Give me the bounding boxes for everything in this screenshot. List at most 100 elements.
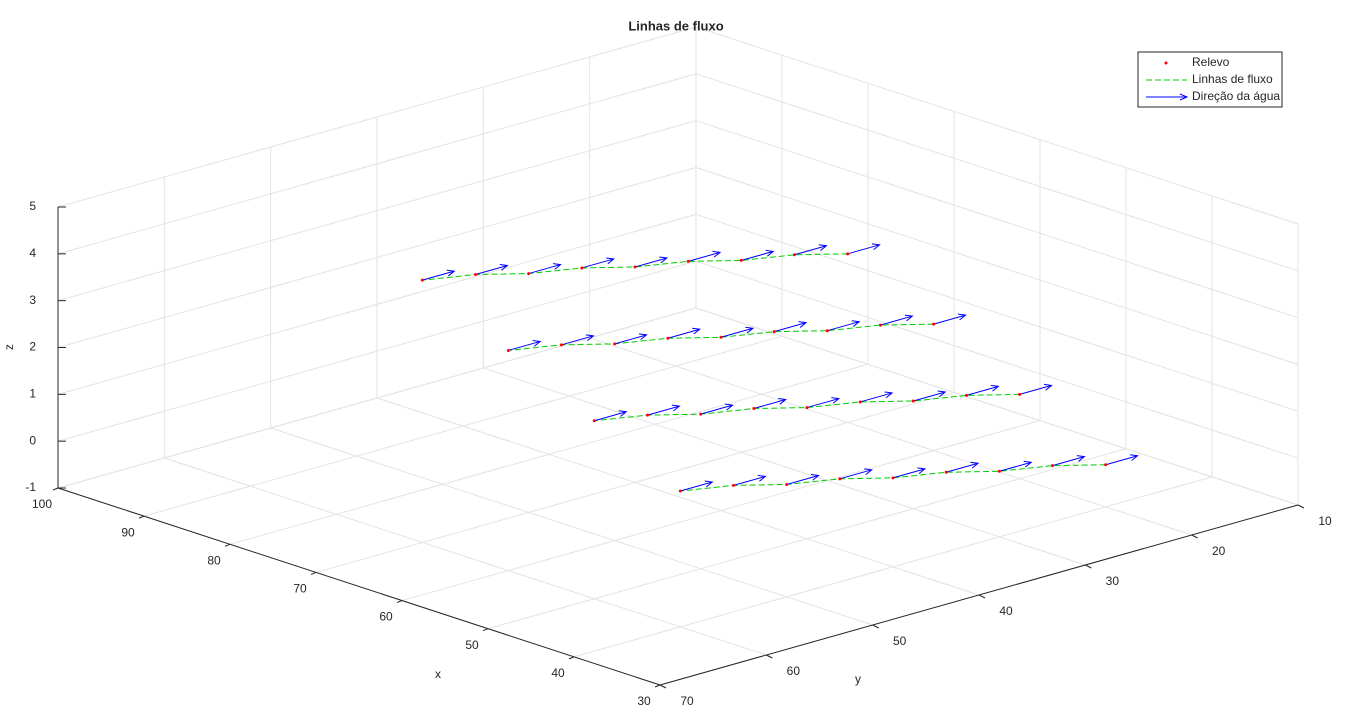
water-arrow bbox=[753, 398, 787, 410]
water-arrow bbox=[892, 467, 927, 479]
grid-line bbox=[164, 457, 767, 656]
water-arrow bbox=[680, 480, 714, 492]
z-tick-label: 3 bbox=[29, 293, 36, 307]
x-tick-label: 30 bbox=[637, 694, 651, 708]
water-arrow bbox=[786, 473, 820, 485]
water-arrow bbox=[720, 326, 755, 338]
grid-line bbox=[376, 397, 980, 596]
water-arrow bbox=[827, 320, 861, 332]
relief-point bbox=[785, 482, 789, 486]
relief-point bbox=[965, 393, 968, 397]
grid-line bbox=[695, 213, 1299, 412]
y-tick-label: 20 bbox=[1212, 544, 1226, 558]
x-tick bbox=[568, 656, 575, 660]
flow-line bbox=[508, 323, 934, 351]
x-axis-label: x bbox=[435, 667, 441, 681]
water-arrow bbox=[860, 391, 894, 403]
plot-area bbox=[420, 243, 1139, 493]
flow-line bbox=[422, 253, 848, 281]
y-axis-label: y bbox=[855, 672, 861, 686]
relief-point bbox=[879, 323, 882, 327]
z-tick-label: 4 bbox=[29, 246, 36, 260]
legend-marker bbox=[1164, 61, 1168, 65]
x-tick-label: 50 bbox=[465, 638, 479, 652]
relief-point bbox=[752, 407, 756, 411]
water-arrow bbox=[1019, 383, 1053, 395]
water-arrow bbox=[999, 460, 1033, 472]
relief-point bbox=[732, 483, 735, 487]
flow-line bbox=[680, 464, 1106, 492]
relief-point bbox=[1104, 463, 1108, 467]
x-tick bbox=[138, 515, 145, 519]
water-arrow bbox=[1105, 454, 1139, 466]
relief-point bbox=[911, 399, 915, 403]
relief-point bbox=[686, 259, 690, 263]
x-tick bbox=[396, 600, 403, 604]
y-tick bbox=[659, 684, 667, 689]
grid-line bbox=[695, 260, 1299, 459]
grid-line bbox=[589, 337, 1192, 536]
water-arrow bbox=[561, 334, 595, 346]
z-axis-label: z bbox=[2, 344, 16, 350]
water-arrow bbox=[1052, 455, 1086, 467]
grid-line bbox=[483, 367, 1086, 566]
legend-box bbox=[1137, 51, 1283, 108]
relief-point bbox=[420, 278, 424, 282]
flow-line bbox=[594, 393, 1020, 422]
y-tick bbox=[766, 654, 773, 659]
y-tick-label: 30 bbox=[1106, 574, 1120, 588]
relief-point bbox=[793, 253, 796, 257]
relief-point bbox=[772, 330, 776, 334]
water-arrow bbox=[880, 314, 914, 326]
relief-point bbox=[474, 273, 477, 277]
water-arrow bbox=[806, 397, 841, 409]
x-tick-label: 100 bbox=[32, 497, 52, 511]
x-tick-label: 80 bbox=[207, 553, 221, 567]
z-tick-label: -1 bbox=[25, 480, 36, 494]
water-arrow bbox=[741, 249, 775, 261]
y-tick bbox=[1085, 564, 1092, 569]
legend-label: Linhas de fluxo bbox=[1192, 72, 1273, 86]
relief-point bbox=[580, 266, 584, 270]
y-tick-label: 50 bbox=[893, 634, 907, 648]
relief-point bbox=[805, 406, 809, 410]
y-tick-label: 70 bbox=[680, 694, 694, 708]
relief-point bbox=[560, 343, 563, 347]
relief-point bbox=[592, 419, 596, 423]
relief-point bbox=[1051, 464, 1054, 468]
grid-line bbox=[695, 167, 1299, 365]
relief-point bbox=[858, 400, 862, 404]
y-tick bbox=[1191, 534, 1198, 539]
legend: Relevo Linhas de fluxo Direção da água bbox=[1137, 51, 1283, 108]
relief-point bbox=[613, 342, 617, 346]
y-tick bbox=[1297, 504, 1305, 509]
water-arrow bbox=[839, 468, 873, 480]
x-tick bbox=[310, 571, 317, 575]
water-arrow bbox=[946, 461, 980, 473]
water-arrow bbox=[733, 474, 767, 486]
grid-line bbox=[57, 167, 697, 348]
water-arrow bbox=[594, 410, 628, 422]
grid-line bbox=[57, 26, 697, 208]
water-arrow bbox=[933, 313, 967, 325]
relief-point bbox=[719, 335, 723, 339]
x-tick bbox=[654, 684, 661, 688]
legend-label: Direção da água bbox=[1192, 89, 1280, 103]
water-arrow bbox=[774, 321, 808, 333]
x-axis bbox=[57, 487, 661, 686]
water-arrow bbox=[847, 243, 881, 255]
relief-point bbox=[739, 258, 743, 262]
water-arrow bbox=[700, 403, 734, 415]
water-arrow bbox=[422, 269, 456, 281]
water-arrow bbox=[966, 384, 1000, 396]
x-tick-label: 70 bbox=[293, 582, 307, 596]
water-arrow bbox=[688, 250, 722, 262]
grid-line bbox=[695, 26, 1299, 225]
chart-title: Linhas de fluxo bbox=[628, 18, 723, 33]
grid-line bbox=[695, 120, 1299, 319]
water-arrow bbox=[794, 244, 828, 256]
water-arrow bbox=[581, 257, 615, 269]
z-tick-label: 0 bbox=[29, 433, 36, 447]
water-arrow bbox=[913, 390, 947, 402]
